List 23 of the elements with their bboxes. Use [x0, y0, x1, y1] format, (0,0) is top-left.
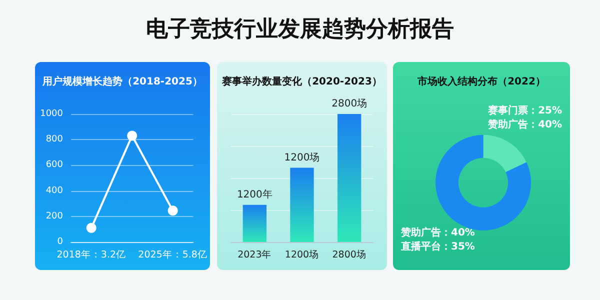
text: 电子竞技行业发展趋势分析报告	[145, 16, 455, 44]
x-tick-label: 2025年：5.8亿	[138, 248, 208, 260]
chart-title: 赛事举办数量变化（2020-2023）	[221, 76, 382, 88]
y-tick-label: 0	[57, 237, 64, 247]
y-tick-label: 400	[46, 186, 64, 196]
y-tick-label: 200	[46, 211, 64, 222]
point	[127, 130, 138, 141]
text: 1200场	[284, 152, 320, 164]
point	[168, 206, 178, 216]
text: 赞助广告：40% 直播平台：35%	[400, 226, 475, 252]
y-tick-label: 800	[46, 134, 64, 145]
x-tick-label: 2023年	[238, 248, 272, 260]
y-tick-label: 1000	[40, 109, 64, 119]
text: 1200年	[236, 189, 272, 200]
x-tick-label: 1200场	[284, 248, 320, 260]
x-tick-label: 2800场	[332, 248, 366, 260]
text: 赛事门票：25% 赞助广告：40%	[487, 104, 562, 130]
chart-title: 市场收入结构分布（2022）	[416, 76, 546, 88]
chart-title: 用户规模增长趋势（2018-2025）	[42, 76, 202, 88]
y-tick-label: 600	[46, 160, 64, 170]
x-tick-label: 2018年：3.2亿	[56, 248, 126, 260]
text: 2800场	[332, 98, 368, 110]
point	[86, 222, 96, 233]
